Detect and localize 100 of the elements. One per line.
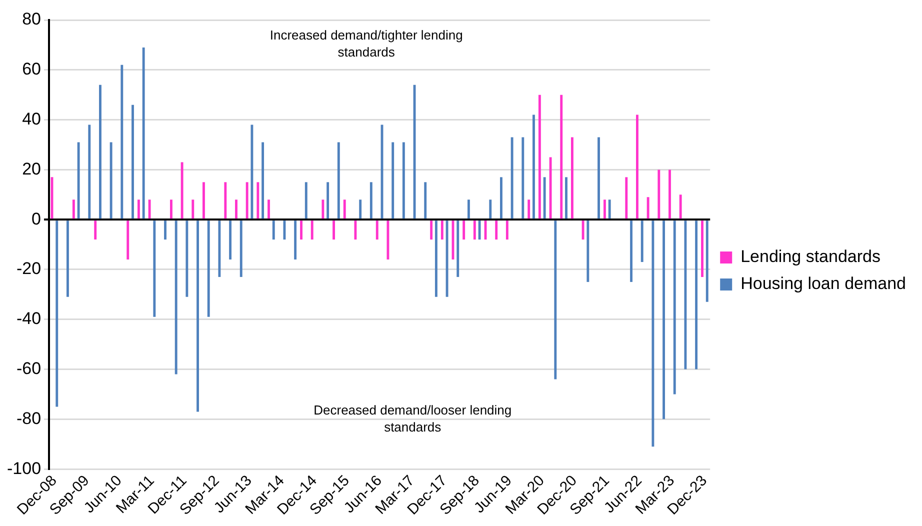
bar: [625, 177, 628, 219]
bar: [673, 220, 676, 394]
annotation: Decreased demand/looser lending standards: [314, 402, 512, 435]
bar: [608, 200, 611, 219]
bar: [170, 200, 172, 219]
bar: [695, 220, 698, 370]
legend-label: Lending standards: [740, 247, 880, 266]
bar: [598, 137, 600, 219]
bar: [94, 220, 97, 240]
bar: [246, 182, 248, 219]
bar: [132, 104, 134, 219]
bar: [186, 220, 188, 297]
bar: [392, 142, 394, 219]
bar: [343, 200, 346, 219]
bar: [283, 220, 286, 240]
bar: [500, 177, 502, 219]
bar: [72, 200, 75, 219]
bar: [510, 137, 514, 219]
y-tick-label: -80: [16, 408, 42, 428]
bar: [337, 142, 340, 219]
bar: [538, 94, 541, 219]
bar: [662, 220, 665, 420]
bar: [272, 220, 275, 240]
y-tick-label: 80: [22, 10, 42, 29]
bar: [77, 142, 80, 219]
bar: [268, 200, 270, 219]
bar: [332, 220, 335, 240]
bar: [652, 220, 654, 447]
bar: [506, 220, 508, 240]
y-tick-label: 60: [22, 60, 42, 79]
bar: [148, 200, 151, 219]
y-tick-label: -60: [16, 358, 42, 378]
y-tick-label: 20: [22, 159, 42, 178]
bar: [174, 220, 178, 374]
bar: [658, 170, 660, 219]
bar: [202, 182, 205, 219]
bar: [554, 220, 557, 380]
y-tick-label: 0: [32, 209, 42, 228]
bar: [679, 194, 682, 219]
bar: [424, 182, 427, 219]
bar: [560, 94, 563, 219]
bar: [310, 220, 314, 240]
bar: [532, 114, 535, 219]
bar: [359, 200, 362, 219]
bar: [706, 220, 708, 302]
bar: [640, 220, 644, 262]
bar: [294, 220, 297, 260]
bar: [256, 182, 260, 219]
bar: [478, 220, 481, 240]
bar: [668, 170, 671, 219]
bar: [430, 220, 433, 240]
bar: [180, 162, 184, 219]
bar: [473, 220, 476, 240]
bar: [326, 182, 330, 219]
bar: [137, 200, 140, 219]
bar: [142, 47, 145, 219]
bar: [528, 200, 530, 219]
bar: [646, 197, 650, 219]
bar: [164, 220, 166, 240]
bar: [88, 124, 91, 219]
bar: [440, 220, 444, 240]
bar: [522, 137, 524, 219]
bar: [110, 142, 112, 219]
bar: [570, 137, 574, 219]
y-tick-label: -100: [6, 458, 42, 478]
bar: [192, 200, 194, 219]
bar: [250, 124, 254, 219]
bar: [153, 220, 156, 317]
bar: [462, 220, 466, 240]
bar: [229, 220, 232, 260]
annotation: Increased demand/tighter lending standards: [270, 28, 463, 60]
bar: [196, 220, 199, 412]
y-tick-label: -40: [16, 309, 42, 328]
bar: [456, 220, 460, 277]
bar: [376, 220, 378, 240]
y-tick-label: 40: [22, 109, 42, 128]
bar: [386, 220, 390, 260]
y-tick-label: -20: [16, 259, 42, 278]
bar: [370, 182, 372, 219]
bar: [224, 182, 227, 219]
bar: [402, 142, 405, 219]
bar: [240, 220, 242, 277]
bar: [495, 220, 498, 240]
bar: [434, 220, 438, 297]
bar: [636, 114, 638, 219]
bar: [120, 64, 124, 219]
bar: [218, 220, 221, 277]
legend-label: Housing loan demand: [740, 274, 906, 294]
bar: [586, 220, 590, 282]
bar: [99, 84, 102, 219]
bar: [354, 220, 357, 240]
bar: [304, 182, 308, 219]
bar: [701, 220, 704, 277]
bar: [126, 220, 130, 260]
bar: [207, 220, 210, 317]
bar: [489, 200, 492, 219]
bar: [56, 220, 58, 407]
bar: [684, 220, 687, 370]
bar: [322, 200, 324, 219]
bar: [66, 220, 69, 297]
